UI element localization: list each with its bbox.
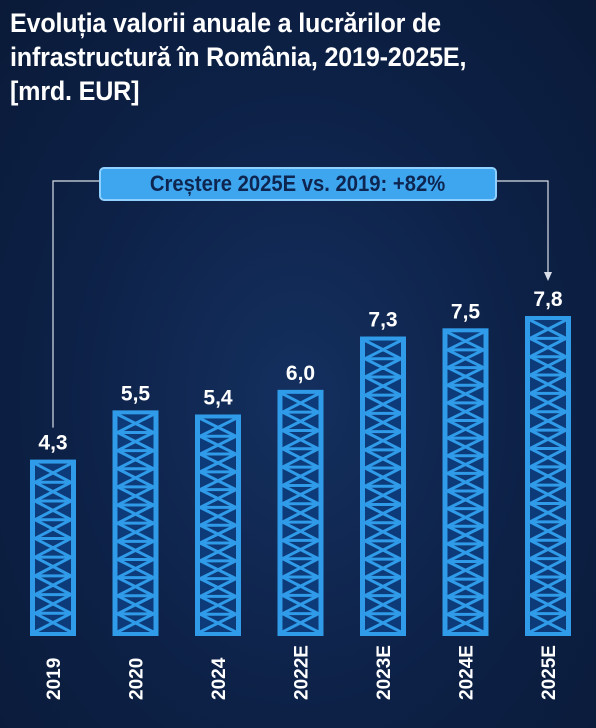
value-label-2024E: 7,5 [451,300,481,323]
connector-left [52,180,99,428]
category-label-2023E: 2023E [374,645,395,700]
category-label-2024E: 2024E [457,645,478,700]
bar-lattice [116,413,155,634]
category-label-2025E: 2025E [539,645,560,700]
bars-group [30,316,571,636]
value-label-2025E: 7,8 [533,288,563,311]
value-label-2019: 4,3 [38,432,67,455]
category-labels-group: 2019 2020 2024 2022E 2023E 2024E 2025E [44,645,560,700]
chart-title: Evoluția valorii anuale a lucrărilor de … [10,8,467,106]
bar-lattice [281,392,320,634]
value-label-2022E: 6,0 [286,362,315,385]
value-label-2024: 5,4 [203,386,233,409]
bar-lattice [364,339,402,634]
bar-2020 [112,410,159,636]
category-label-2019: 2019 [44,658,65,700]
bar-2025E [525,316,571,636]
callout-connector [52,180,552,428]
bar-lattice [529,318,567,634]
bar-2024 [195,414,241,636]
category-label-2024: 2024 [209,657,230,700]
bar-lattice [199,417,237,634]
value-label-2023E: 7,3 [368,309,397,332]
category-label-2020: 2020 [127,658,148,700]
growth-callout-text: Creștere 2025E vs. 2019: +82% [150,171,446,196]
value-labels-group: 4,3 5,5 5,4 6,0 7,3 7,5 7,8 [38,288,563,455]
category-label-2022E: 2022E [292,645,313,700]
bar-2023E [360,336,406,636]
growth-callout: Creștere 2025E vs. 2019: +82% [99,167,497,201]
bar-2019 [30,459,76,636]
value-label-2020: 5,5 [121,382,151,405]
connector-right [497,180,549,276]
bar-2022E [277,389,324,636]
bar-lattice [446,330,485,634]
bar-lattice [34,462,72,634]
connector-arrowhead [544,272,552,281]
bar-2024E [442,328,489,636]
